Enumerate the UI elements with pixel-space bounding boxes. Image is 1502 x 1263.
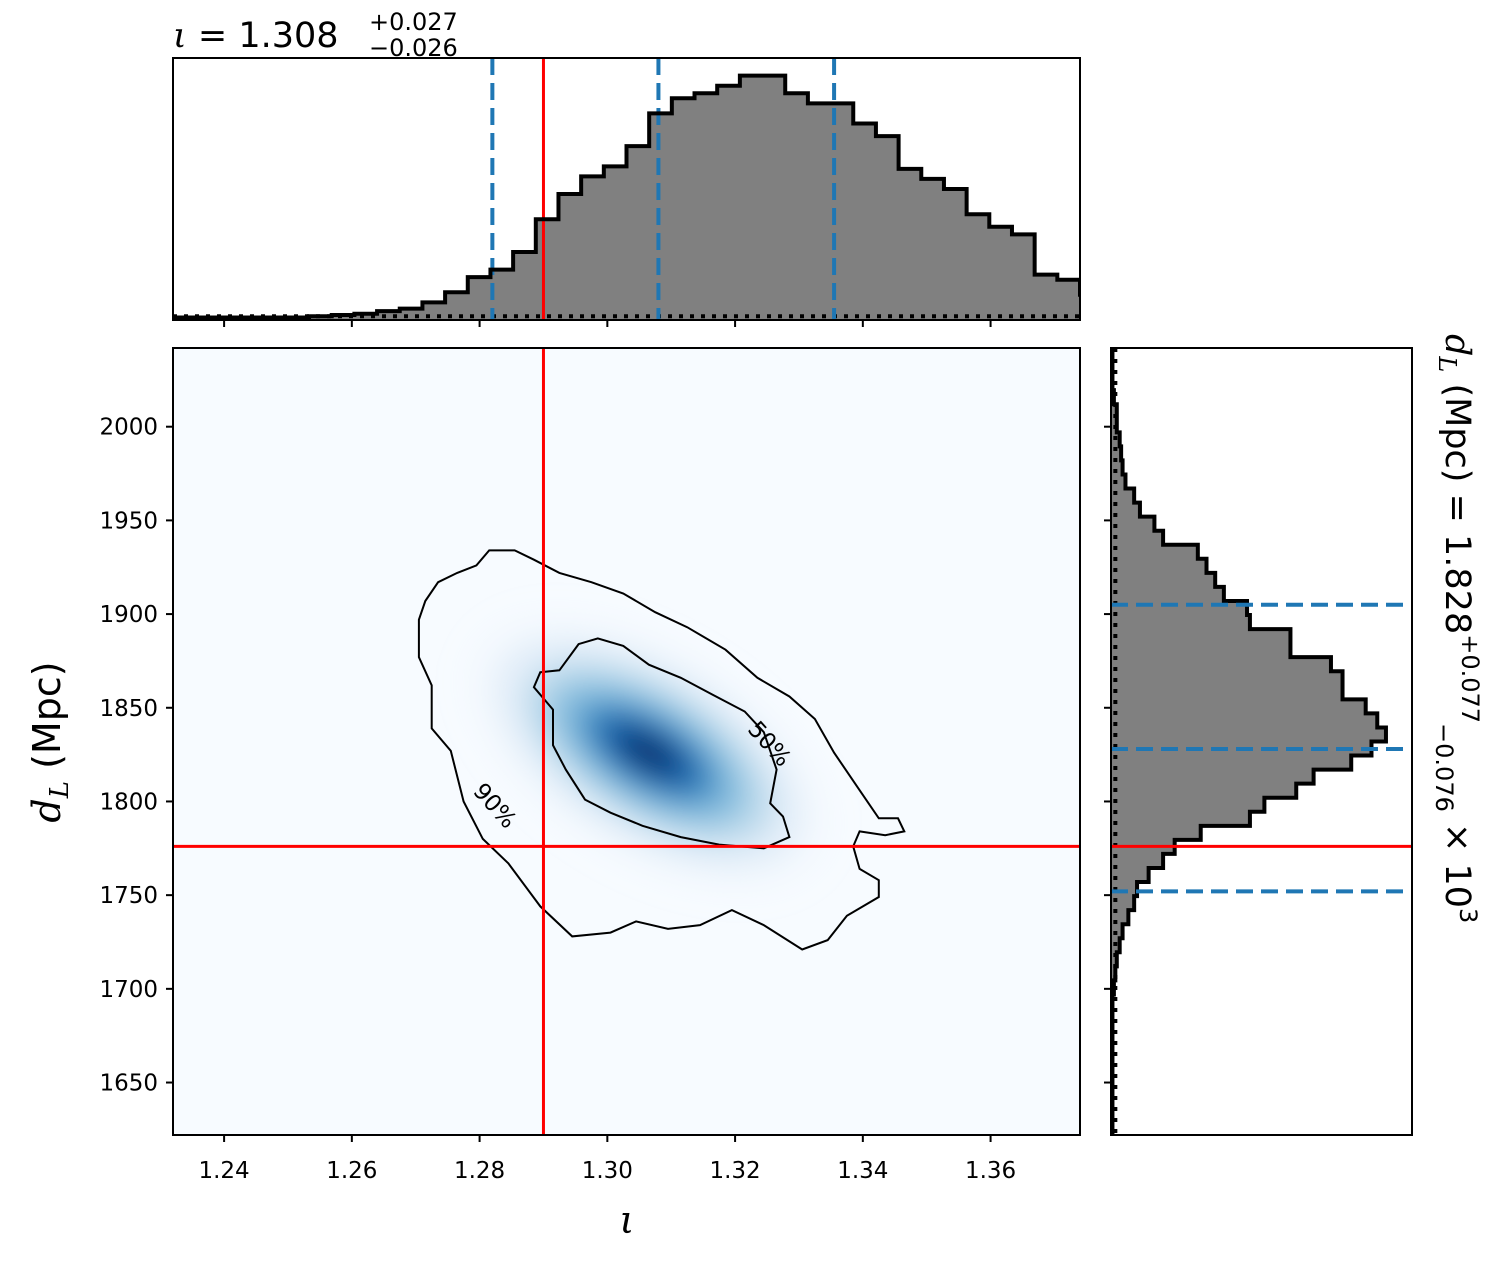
- y-axis-label: dL (Mpc): [25, 661, 75, 822]
- dL-title-exponent: 3: [1454, 908, 1482, 923]
- x-tick-label-1: 1.26: [326, 1158, 377, 1184]
- iota-histogram-step: [173, 73, 1080, 320]
- density-level-6: [622, 732, 676, 773]
- iota-title-equals: =: [187, 16, 239, 56]
- dL-histogram-fill: [1111, 348, 1386, 1135]
- iota-title-value: 1.308: [238, 16, 338, 56]
- density-heatmap: [459, 606, 839, 900]
- iota-marginal-panel: ι = 1.308 +0.027 −0.026: [172, 8, 1081, 327]
- y-tick-label-2: 1750: [99, 883, 158, 909]
- x-axis-ticks: 1.24 1.26 1.28 1.30 1.32 1.34 1.36: [198, 1135, 1016, 1184]
- y-tick-label-3: 1800: [99, 789, 158, 815]
- dL-quantile-lines: [1111, 602, 1412, 894]
- iota-title-upper: +0.027: [369, 8, 458, 36]
- joint-density-frame: [172, 347, 1081, 1136]
- iota-marginal-frame: [172, 57, 1081, 321]
- y-tick-label-1: 1700: [99, 977, 158, 1003]
- dL-marginal-frame: [1110, 347, 1413, 1136]
- x-tick-label-5: 1.34: [837, 1158, 888, 1184]
- y-axis-ticks: 1650 1700 1750 1800 1850 1900 1950 2000: [99, 415, 173, 1097]
- dL-title-scale: × 10: [1437, 812, 1477, 908]
- dL-title-upper: +0.077: [1456, 634, 1484, 723]
- dL-title-symbol: d: [1437, 334, 1477, 356]
- dL-title-lower: −0.076: [1430, 723, 1458, 812]
- iota-title: ι = 1.308: [173, 16, 339, 56]
- x-tick-label-4: 1.32: [709, 1158, 760, 1184]
- joint-density-panel: 50% 90% 1.24 1.26 1.28 1.30 1.32 1.34 1.36 165…: [25, 347, 1081, 1242]
- x-tick-label-6: 1.36: [965, 1158, 1016, 1184]
- y-tick-label-4: 1850: [99, 696, 158, 722]
- iota-marginal-ticks: [223, 320, 992, 327]
- dL-title-value: 1.828: [1437, 534, 1477, 634]
- y-tick-label-5: 1900: [99, 602, 158, 628]
- x-tick-label-3: 1.30: [582, 1158, 633, 1184]
- y-tick-label-6: 1950: [99, 508, 158, 534]
- dL-title-sub: L: [1433, 355, 1461, 372]
- iota-histogram-fill: [173, 75, 1080, 320]
- x-tick-label-2: 1.28: [454, 1158, 505, 1184]
- dL-marginal-ticks: [1104, 425, 1111, 1084]
- dL-histogram-step: [1111, 348, 1388, 1135]
- y-tick-label-0: 1650: [99, 1071, 158, 1097]
- x-tick-label-0: 1.24: [198, 1158, 249, 1184]
- iota-title-symbol: ι: [173, 16, 187, 56]
- y-axis-label-symbol: d: [25, 798, 69, 822]
- y-tick-label-7: 2000: [99, 415, 158, 441]
- iota-quantile-lines: [490, 58, 837, 320]
- contour-50: [532, 637, 791, 850]
- y-axis-label-sub: L: [45, 781, 75, 799]
- x-axis-label: ι: [620, 1198, 635, 1242]
- dL-title-unit: (Mpc) =: [1437, 372, 1477, 534]
- dL-title: dL (Mpc) = 1.828+0.077−0.076 × 103: [1430, 334, 1484, 923]
- y-axis-label-unit: (Mpc): [25, 661, 69, 781]
- dL-marginal-panel: dL (Mpc) = 1.828+0.077−0.076 × 103: [1104, 334, 1484, 1136]
